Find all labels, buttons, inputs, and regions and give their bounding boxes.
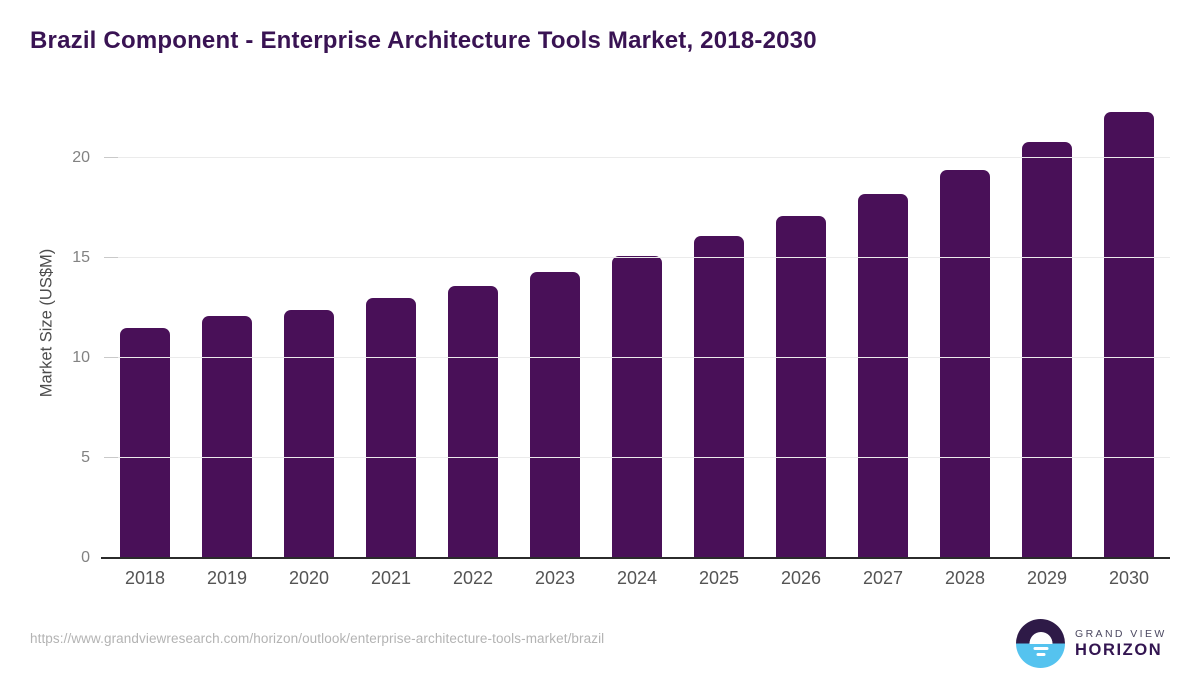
x-tick-label-2028: 2028 <box>944 568 986 588</box>
bar-2026 <box>776 216 826 558</box>
bar-slot-2026 <box>760 100 842 558</box>
bar-slot-2030 <box>1088 100 1170 558</box>
x-tick-label-2018: 2018 <box>124 568 166 588</box>
reflection-line-1 <box>1033 647 1048 650</box>
bar-slot-2022 <box>432 100 514 558</box>
x-tick-label-2030: 2030 <box>1108 568 1150 588</box>
bar-2028 <box>940 170 990 558</box>
reflection-line-2 <box>1036 653 1045 656</box>
bar-2020 <box>284 310 334 558</box>
x-tick-label-2021: 2021 <box>370 568 412 588</box>
x-tick-label-2024: 2024 <box>616 568 658 588</box>
source-url-text: https://www.grandviewresearch.com/horizo… <box>30 631 605 646</box>
y-tick-label-15: 15 <box>72 249 90 266</box>
bar-2018 <box>120 328 170 558</box>
x-tick-label-2020: 2020 <box>288 568 330 588</box>
bar-2021 <box>366 298 416 558</box>
gridline-y-5 <box>104 457 1170 458</box>
bar-chart-plot-area <box>101 100 1170 559</box>
x-tick-label-2025: 2025 <box>698 568 740 588</box>
bar-2029 <box>1022 142 1072 558</box>
bar-2024 <box>612 256 662 558</box>
y-tick-label-20: 20 <box>72 149 90 166</box>
y-tick-label-10: 10 <box>72 349 90 366</box>
sun-dome-shape <box>1029 632 1052 644</box>
logo-brand-name: GRAND VIEW <box>1075 627 1167 640</box>
x-tick-label-2029: 2029 <box>1026 568 1068 588</box>
y-tick-mark-15 <box>104 257 118 258</box>
bar-slot-2028 <box>924 100 1006 558</box>
y-tick-mark-10 <box>104 357 118 358</box>
y-tick-mark-20 <box>104 157 118 158</box>
bars-row <box>104 100 1170 558</box>
page-title: Brazil Component - Enterprise Architectu… <box>30 27 817 54</box>
x-tick-label-2019: 2019 <box>206 568 248 588</box>
bar-slot-2025 <box>678 100 760 558</box>
bar-2030 <box>1104 112 1154 558</box>
grand-view-horizon-logo: GRAND VIEW HORIZON <box>1016 619 1167 668</box>
logo-text: GRAND VIEW HORIZON <box>1075 628 1167 660</box>
bar-2023 <box>530 272 580 558</box>
gridline-y-15 <box>104 257 1170 258</box>
bar-slot-2027 <box>842 100 924 558</box>
logo-product-name: HORIZON <box>1075 640 1163 659</box>
x-tick-label-2027: 2027 <box>862 568 904 588</box>
y-axis-title: Market Size (US$M) <box>37 248 56 398</box>
x-tick-label-2026: 2026 <box>780 568 822 588</box>
bar-slot-2029 <box>1006 100 1088 558</box>
bar-2027 <box>858 194 908 558</box>
bar-2019 <box>202 316 252 558</box>
gridline-y-20 <box>104 157 1170 158</box>
bar-slot-2020 <box>268 100 350 558</box>
x-axis-labels: 2018 2019 2020 2021 2022 2023 2024 2025 2026 2027… <box>104 568 1170 589</box>
bar-slot-2024 <box>596 100 678 558</box>
y-tick-mark-5 <box>104 457 118 458</box>
bar-2022 <box>448 286 498 558</box>
bar-slot-2021 <box>350 100 432 558</box>
x-tick-label-2022: 2022 <box>452 568 494 588</box>
y-tick-label-5: 5 <box>81 449 90 466</box>
bar-2025 <box>694 236 744 558</box>
bar-slot-2023 <box>514 100 596 558</box>
bar-slot-2018 <box>104 100 186 558</box>
bar-slot-2019 <box>186 100 268 558</box>
y-tick-label-0: 0 <box>81 549 90 566</box>
x-tick-label-2023: 2023 <box>534 568 576 588</box>
gridline-y-10 <box>104 357 1170 358</box>
x-axis-line <box>101 557 1170 559</box>
horizon-sun-icon <box>1016 619 1065 668</box>
